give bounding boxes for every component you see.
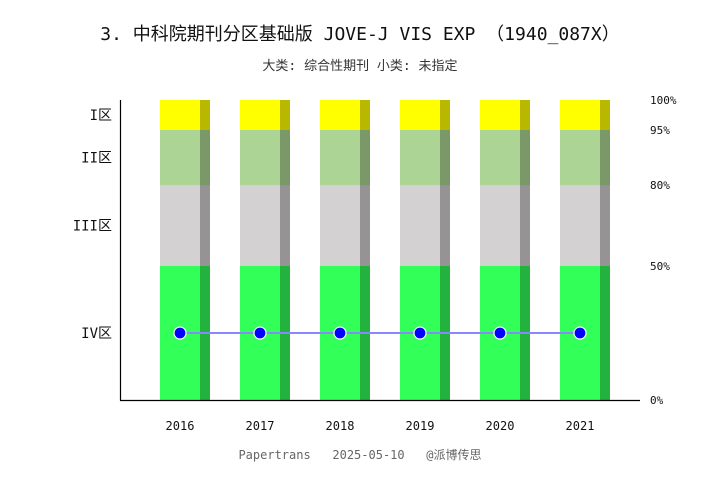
chart-subtitle: 大类: 综合性期刊 小类: 未指定: [262, 59, 457, 74]
zone-label: I区: [90, 108, 112, 124]
right-tick-label: 0%: [650, 394, 664, 407]
data-point: [253, 326, 267, 340]
data-point: [413, 326, 427, 340]
right-tick-label: 50%: [650, 260, 670, 273]
bar-segment-shade: [360, 100, 370, 130]
zone-label: IV区: [81, 326, 112, 342]
zone-label: III区: [73, 219, 112, 235]
bar-segment: [160, 185, 200, 266]
bar-segment-shade: [600, 266, 610, 400]
x-tick-label: 2020: [486, 419, 515, 433]
bar-segment-shade: [280, 130, 290, 185]
right-tick-label: 95%: [650, 124, 670, 137]
bar-segment: [400, 130, 440, 185]
bar-segment-shade: [360, 130, 370, 185]
bar-segment-shade: [280, 185, 290, 266]
bar-segment: [240, 130, 280, 185]
bar-segment-shade: [520, 185, 530, 266]
x-tick-label: 2017: [246, 419, 275, 433]
bar-segment-shade: [200, 130, 210, 185]
bar-segment-shade: [520, 100, 530, 130]
zone-label: II区: [81, 151, 112, 167]
data-point: [573, 326, 587, 340]
data-point: [333, 326, 347, 340]
chart-title: 3. 中科院期刊分区基础版 JOVE-J VIS EXP （1940_087X）: [100, 24, 619, 45]
bar-segment: [320, 130, 360, 185]
bar-segment: [320, 100, 360, 130]
bar-segment: [160, 130, 200, 185]
bar-segment: [400, 185, 440, 266]
bar-segment: [480, 185, 520, 266]
footer: Papertrans 2025-05-10 @派博传思: [238, 447, 481, 462]
x-tick-label: 2016: [166, 419, 195, 433]
right-tick-label: 100%: [650, 94, 677, 107]
bar-segment: [480, 100, 520, 130]
bar-segment: [240, 100, 280, 130]
bar-segment-shade: [600, 100, 610, 130]
bar-segment-shade: [440, 185, 450, 266]
bar-segment: [560, 185, 600, 266]
right-tick-label: 80%: [650, 179, 670, 192]
bar-segment-shade: [200, 100, 210, 130]
bar-segment: [240, 185, 280, 266]
bar-segment: [160, 100, 200, 130]
bar-segment-shade: [520, 130, 530, 185]
bar-segment-shade: [600, 130, 610, 185]
bar-segment-shade: [440, 100, 450, 130]
bar-segment-shade: [600, 185, 610, 266]
bar-segment-shade: [280, 100, 290, 130]
x-tick-label: 2019: [406, 419, 435, 433]
bar-segment: [400, 100, 440, 130]
bar-segment: [560, 130, 600, 185]
bar-segment: [480, 130, 520, 185]
bar-segment: [560, 100, 600, 130]
data-point: [493, 326, 507, 340]
x-tick-label: 2021: [566, 419, 595, 433]
bar-segment: [320, 185, 360, 266]
data-point: [173, 326, 187, 340]
bar-segment-shade: [200, 185, 210, 266]
bar-segment-shade: [360, 185, 370, 266]
x-tick-label: 2018: [326, 419, 355, 433]
bar-segment-shade: [440, 130, 450, 185]
